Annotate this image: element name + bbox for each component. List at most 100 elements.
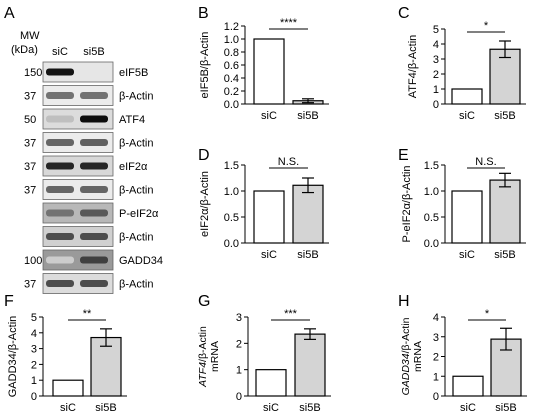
panel-letter: D (198, 147, 210, 164)
x-tick-label: siC (460, 402, 476, 414)
y-axis-label: ATF4/β-Actin (407, 35, 419, 99)
bar-sic (253, 190, 285, 244)
y-axis-label: P-eIF2α/β-Actin (401, 166, 413, 243)
x-tick-label: si5B (494, 110, 515, 122)
blot-row-label: GADD34 (119, 255, 163, 267)
y-tick-label: 1.0 (424, 186, 439, 198)
y-tick-label: 2 (236, 338, 242, 350)
significance-label: * (485, 308, 490, 320)
chart-panel-c: C 0 1 2 3 4 5 siC si5B * ATF4/β-Actin (398, 5, 526, 122)
bar-si5b (292, 184, 324, 244)
mw-marker: 37 (24, 91, 36, 103)
blot-row-label: P-eIF2α (119, 208, 159, 220)
bar-si5b (489, 48, 521, 105)
mw-label: MW (20, 30, 40, 42)
blot-band (80, 233, 108, 240)
panel-letter: H (398, 293, 410, 310)
y-tick-label: 1.5 (224, 160, 239, 172)
y-axis-label-line2: mRNA (412, 341, 424, 372)
significance-label: *** (284, 308, 298, 320)
bar-sic (52, 379, 84, 397)
y-tick-label: 2 (433, 69, 439, 81)
significance-label: N.S. (278, 156, 299, 168)
y-tick-label: 2 (31, 359, 37, 371)
y-axis-label: GADD34/β-Actin (400, 317, 412, 395)
blot-band (46, 115, 74, 123)
y-tick-label: 4 (31, 328, 37, 340)
significance-label: * (484, 20, 489, 32)
mw-marker: 150 (24, 67, 42, 79)
y-tick-label: 1 (236, 365, 242, 377)
y-tick-label: 1 (433, 371, 439, 383)
y-tick-label: 5 (31, 312, 37, 324)
blot-row-label: β-Actin (119, 185, 153, 197)
x-tick-label: siC (263, 402, 279, 414)
bar-sic (253, 38, 285, 105)
y-tick-label: 0.4 (224, 73, 239, 85)
x-tick-label: si5B (297, 110, 318, 122)
y-axis-label: ATF4/β-Actin (197, 326, 209, 388)
y-tick-label: 0.0 (424, 238, 439, 250)
y-tick-label: 3 (31, 344, 37, 356)
panel-letter: E (398, 147, 409, 164)
blot-strip (42, 202, 114, 224)
x-tick-label: siC (60, 402, 76, 414)
bar-sic (452, 375, 484, 397)
blot-band (80, 92, 108, 99)
blot-band (80, 115, 108, 123)
y-tick-label: 3 (433, 54, 439, 66)
mw-unit-label: (kDa) (11, 44, 38, 56)
x-tick-label: si5B (494, 249, 515, 261)
mw-marker: 37 (24, 138, 36, 150)
bar-si5b (90, 336, 122, 397)
panel-letter: F (4, 293, 14, 310)
y-tick-label: 1 (433, 84, 439, 96)
blot-band (46, 139, 74, 146)
y-tick-label: 0.5 (224, 212, 239, 224)
y-tick-label: 0.2 (224, 86, 239, 98)
y-tick-label: 5 (433, 24, 439, 36)
mw-marker: 37 (24, 279, 36, 291)
blot-row-label: ATF4 (119, 114, 145, 126)
x-tick-label: si5B (95, 402, 116, 414)
y-tick-label: 0 (433, 391, 439, 403)
blot-row-label: β-Actin (119, 279, 153, 291)
mw-marker: 100 (24, 255, 42, 267)
blot-strip (42, 85, 114, 106)
mw-marker: 37 (24, 185, 36, 197)
mw-marker: 37 (24, 161, 36, 173)
y-tick-label: 4 (433, 39, 439, 51)
y-axis-label: GADD34/β-Actin (7, 316, 19, 398)
y-tick-label: 3 (236, 312, 242, 324)
blot-band (80, 209, 108, 217)
blot-strip (42, 226, 114, 247)
blot-band (46, 233, 74, 240)
blot-band (46, 186, 74, 193)
bar-sic (255, 369, 287, 397)
chart-panel-g: G 0 1 2 3 siC si5B *** ATF4/β-Actin mRNA (197, 293, 331, 414)
mw-marker: 50 (24, 114, 36, 126)
blot-row-label: β-Actin (119, 232, 153, 244)
panel-letter-a: A (4, 5, 15, 22)
chart-panel-d: D 0.0 0.5 1.0 1.5 siC si5B N.S. eIF2α/β-Actin (198, 147, 329, 261)
chart-panel-b: B 0.00.20.40.60.81.01.2 siC si5B **** eIF5B/β… (198, 5, 329, 122)
blot-row-label: eIF2α (119, 161, 148, 173)
bar-si5b (294, 333, 326, 397)
panel-letter: G (198, 293, 210, 310)
blot-strip (42, 155, 114, 177)
y-tick-label: 2 (433, 352, 439, 364)
blot-band (80, 256, 108, 264)
blot-band (80, 186, 108, 193)
blot-band (46, 256, 74, 264)
blot-band (80, 139, 108, 146)
blot-band (46, 280, 74, 287)
blot-row-label: β-Actin (119, 138, 153, 150)
y-tick-label: 4 (433, 312, 439, 324)
chart-panel-f: F 0 1 2 3 4 5 siC si5B ** GADD34/β-Actin (4, 293, 127, 414)
y-tick-label: 3 (433, 332, 439, 344)
y-tick-label: 0.0 (224, 238, 239, 250)
y-tick-label: 1.5 (424, 160, 439, 172)
y-axis-label-line2: mRNA (209, 341, 221, 372)
